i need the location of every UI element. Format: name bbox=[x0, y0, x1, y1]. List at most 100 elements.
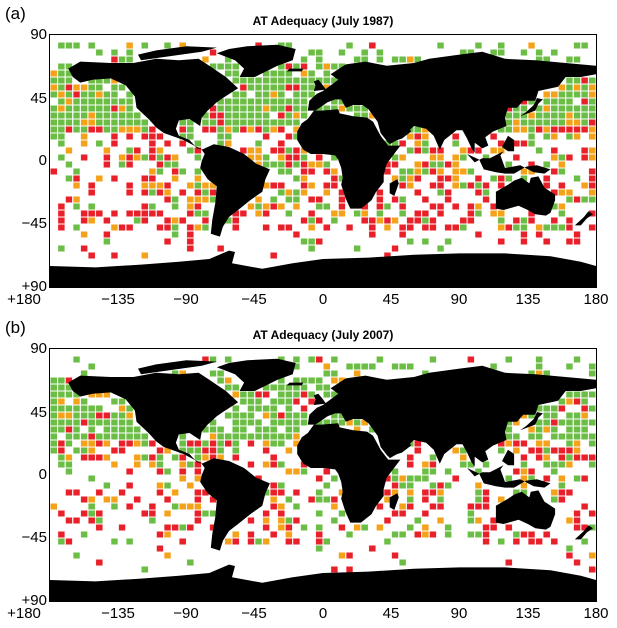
grid-cell bbox=[482, 524, 490, 531]
grid-cell bbox=[262, 440, 270, 447]
grid-cell bbox=[57, 531, 65, 538]
grid-cell bbox=[474, 503, 483, 510]
grid-cell bbox=[224, 538, 232, 545]
grid-cell bbox=[171, 503, 179, 510]
grid-cell bbox=[50, 84, 58, 91]
grid-cell bbox=[399, 56, 407, 63]
grid-cell bbox=[535, 112, 543, 119]
grid-cell bbox=[285, 168, 293, 175]
grid-cell bbox=[72, 196, 81, 203]
grid-cell bbox=[72, 426, 81, 433]
grid-cell bbox=[285, 468, 293, 475]
grid-cell bbox=[497, 210, 505, 217]
grid-cell bbox=[429, 531, 437, 538]
grid-cell bbox=[239, 105, 247, 112]
grid-cell bbox=[573, 426, 581, 433]
grid-cell bbox=[459, 217, 467, 224]
grid-cell bbox=[353, 56, 361, 63]
grid-cell bbox=[308, 77, 316, 84]
map-title: AT Adequacy (July 1987) bbox=[252, 14, 394, 28]
grid-cell bbox=[399, 196, 407, 203]
grid-cell bbox=[300, 182, 308, 189]
grid-cell bbox=[247, 84, 255, 91]
grid-cell bbox=[88, 119, 96, 126]
grid-cell bbox=[65, 440, 73, 447]
grid-cell bbox=[588, 454, 596, 461]
grid-cell bbox=[459, 182, 467, 189]
grid-cell bbox=[262, 524, 270, 531]
grid-cell bbox=[429, 147, 437, 154]
grid-cell bbox=[209, 119, 217, 126]
grid-cell bbox=[126, 126, 134, 133]
grid-cell bbox=[565, 126, 573, 133]
grid-cell bbox=[512, 119, 520, 126]
grid-cell bbox=[262, 461, 270, 468]
grid-cell bbox=[308, 217, 316, 224]
grid-cell bbox=[383, 203, 392, 210]
grid-cell bbox=[315, 217, 323, 224]
grid-cell bbox=[179, 217, 187, 224]
grid-cell bbox=[262, 112, 270, 119]
grid-cell bbox=[141, 433, 149, 440]
grid-cell bbox=[550, 105, 558, 112]
x-tick-label: 90 bbox=[450, 605, 468, 622]
grid-cell bbox=[88, 84, 96, 91]
grid-cell bbox=[474, 517, 483, 524]
grid-cell bbox=[217, 440, 225, 447]
grid-cell bbox=[126, 147, 134, 154]
grid-cell bbox=[436, 168, 445, 175]
grid-cell bbox=[300, 63, 308, 70]
grid-cell bbox=[573, 42, 581, 49]
grid-cell bbox=[80, 140, 88, 147]
grid-cell bbox=[573, 119, 581, 126]
grid-cell bbox=[520, 112, 528, 119]
grid-cell bbox=[141, 182, 149, 189]
grid-cell bbox=[581, 454, 589, 461]
grid-cell bbox=[88, 252, 96, 259]
grid-cell bbox=[247, 105, 255, 112]
grid-cell bbox=[186, 224, 194, 231]
grid-cell bbox=[588, 133, 596, 140]
grid-cell bbox=[141, 133, 149, 140]
grid-cell bbox=[565, 189, 573, 196]
grid-cell bbox=[156, 545, 164, 552]
panel-label: (a) bbox=[5, 4, 26, 23]
grid-cell bbox=[270, 203, 278, 210]
grid-cell bbox=[186, 210, 194, 217]
grid-cell bbox=[323, 203, 331, 210]
grid-cell bbox=[558, 98, 566, 105]
grid-cell bbox=[330, 517, 338, 524]
grid-cell bbox=[300, 384, 308, 391]
grid-cell bbox=[573, 126, 581, 133]
grid-cell bbox=[543, 91, 551, 98]
grid-cell bbox=[414, 210, 422, 217]
grid-cell bbox=[270, 119, 278, 126]
grid-cell bbox=[512, 468, 520, 475]
grid-cell bbox=[285, 112, 293, 119]
grid-cell bbox=[270, 531, 278, 538]
grid-cell bbox=[308, 168, 316, 175]
grid-cell bbox=[543, 112, 551, 119]
grid-cell bbox=[65, 175, 73, 182]
grid-cell bbox=[88, 510, 96, 517]
grid-cell bbox=[133, 119, 141, 126]
grid-cell bbox=[201, 210, 209, 217]
grid-cell bbox=[179, 168, 187, 175]
grid-cell bbox=[57, 133, 65, 140]
grid-cell bbox=[164, 524, 172, 531]
grid-cell bbox=[232, 391, 240, 398]
grid-cell bbox=[421, 133, 429, 140]
x-tick-label: 45 bbox=[382, 605, 400, 622]
grid-cell bbox=[262, 203, 270, 210]
grid-cell bbox=[110, 224, 118, 231]
grid-cell bbox=[156, 147, 164, 154]
grid-cell bbox=[323, 77, 331, 84]
grid-cell bbox=[588, 419, 596, 426]
grid-cell bbox=[224, 433, 232, 440]
grid-cell bbox=[345, 42, 354, 49]
grid-cell bbox=[550, 119, 558, 126]
grid-cell bbox=[88, 517, 96, 524]
grid-cell bbox=[535, 363, 543, 370]
grid-cell bbox=[232, 98, 240, 105]
grid-cell bbox=[65, 112, 73, 119]
